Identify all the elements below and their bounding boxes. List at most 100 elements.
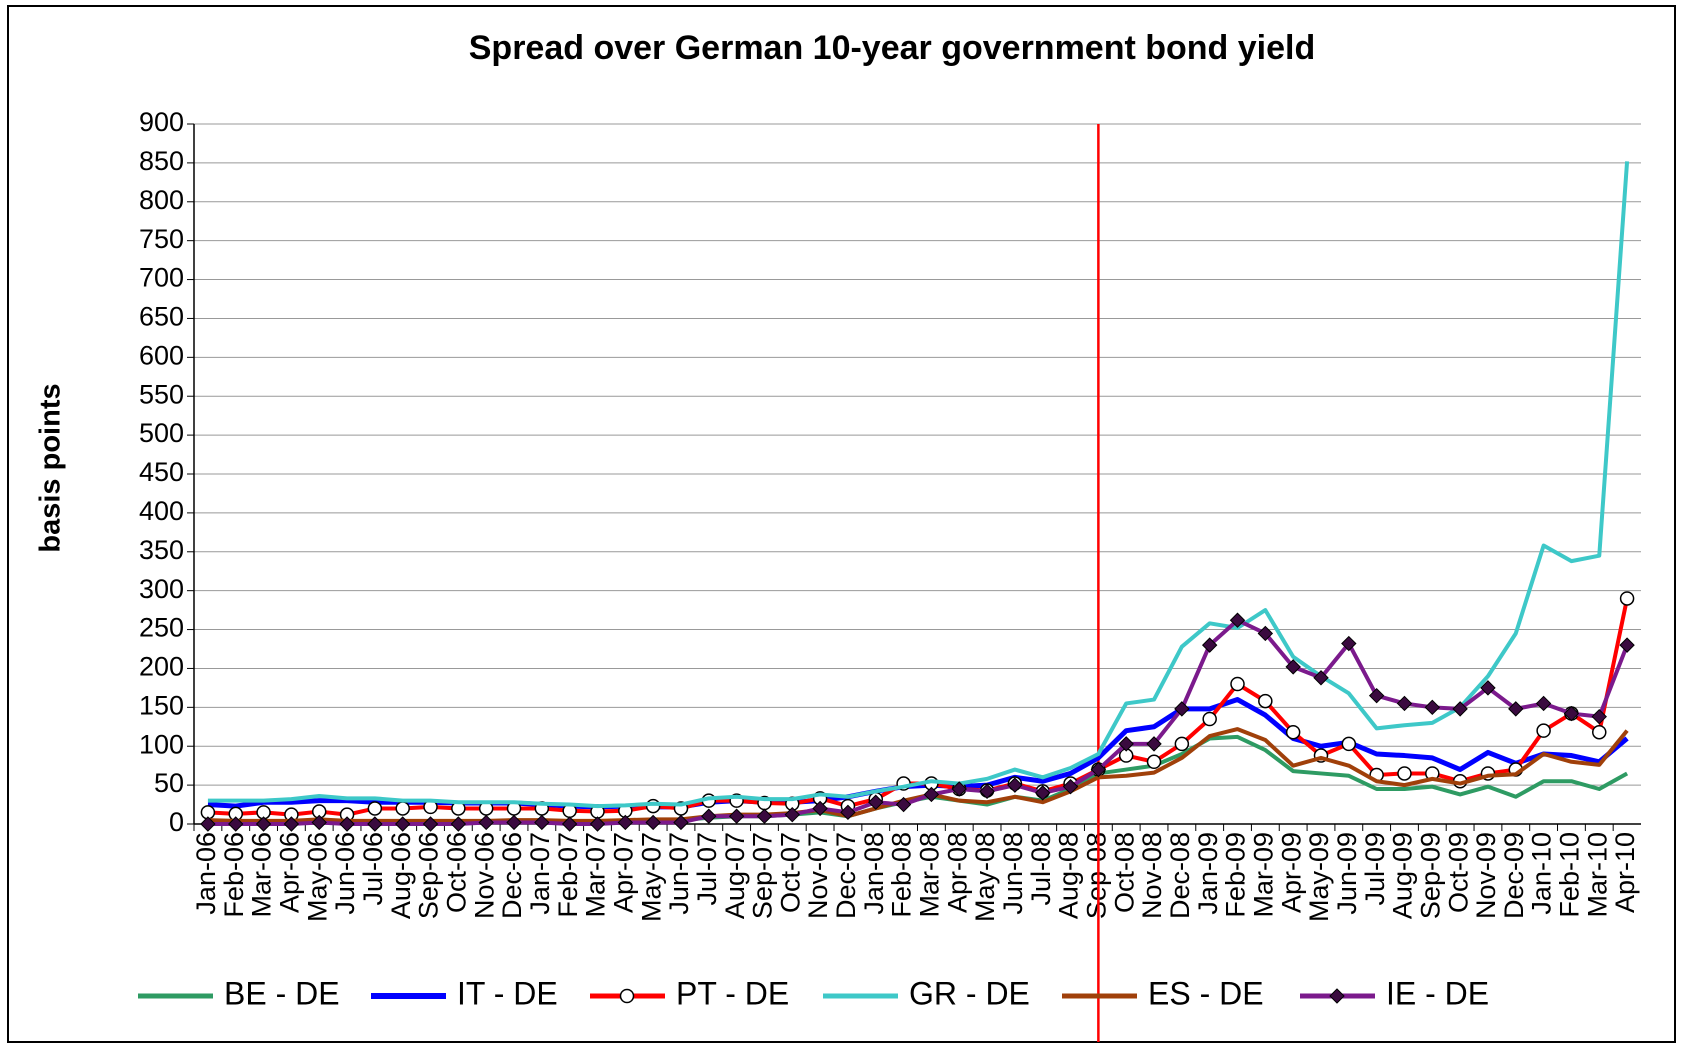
y-tick-label: 550: [139, 379, 184, 409]
x-tick-label: Jan-10: [1527, 832, 1557, 915]
series-marker: [673, 814, 689, 831]
series-marker: [728, 808, 745, 824]
x-tick-label: May-07: [636, 832, 666, 922]
x-tick-label: Jun-06: [330, 832, 360, 915]
x-tick-label: May-06: [302, 832, 332, 922]
y-tick-label: 200: [139, 652, 184, 682]
series-marker: [228, 816, 244, 832]
legend-marker: [1329, 988, 1345, 1004]
x-tick-label: Feb-10: [1555, 832, 1585, 918]
chart-border: [7, 5, 1676, 1043]
y-tick-label: 500: [139, 418, 184, 448]
x-tick-label: Jul-08: [1026, 832, 1056, 906]
series-line: [207, 618, 1629, 826]
legend-label: IT - DE: [457, 975, 558, 1011]
series-marker: [422, 816, 439, 832]
series-marker: [1118, 736, 1134, 752]
series-marker: [1424, 699, 1441, 716]
series-marker: [450, 816, 467, 832]
x-tick-label: Aug-07: [720, 832, 750, 919]
x-tick-label: May-09: [1304, 832, 1334, 922]
series-marker: [1285, 724, 1301, 740]
y-tick-label: 400: [139, 496, 184, 526]
series-marker: [1146, 754, 1162, 770]
x-tick-label: Jul-07: [692, 832, 722, 906]
series-marker: [1397, 766, 1412, 781]
series-marker: [812, 800, 828, 817]
series-marker: [1452, 701, 1468, 717]
y-tick-label: 0: [169, 807, 184, 837]
series-marker: [1285, 659, 1301, 675]
series-marker: [895, 796, 912, 813]
x-tick-label: Aug-06: [386, 832, 416, 919]
series-marker: [200, 816, 216, 832]
x-tick-label: Mar-07: [581, 832, 611, 918]
x-tick-label: Mar-06: [247, 832, 277, 918]
series-marker: [1480, 680, 1496, 696]
series-marker: [1619, 591, 1635, 606]
series-marker: [840, 804, 856, 821]
x-tick-label: Apr-10: [1610, 832, 1640, 913]
series-marker: [1396, 695, 1413, 712]
y-axis-label: basis points: [35, 383, 67, 552]
series-marker: [283, 816, 300, 832]
series-marker: [979, 783, 995, 800]
series-marker: [1313, 670, 1329, 686]
x-tick-label: Dec-08: [1165, 832, 1195, 919]
series-marker: [1368, 687, 1385, 704]
y-tick-label: 600: [139, 340, 184, 370]
x-tick-label: Dec-07: [831, 832, 861, 919]
series-marker: [1563, 705, 1580, 722]
y-tick-label: 250: [139, 613, 184, 643]
series-marker: [756, 808, 773, 824]
x-tick-label: Nov-08: [1137, 832, 1167, 919]
chart-title: Spread over German 10-year government bo…: [469, 29, 1316, 67]
x-tick-label: Apr-07: [608, 832, 638, 913]
series-marker: [1258, 693, 1273, 709]
x-tick-label: Sep-06: [414, 832, 444, 919]
x-tick-label: Apr-06: [275, 832, 305, 913]
x-tick-label: Jul-09: [1360, 832, 1390, 906]
series-marker: [1201, 637, 1218, 653]
x-tick-label: Feb-09: [1221, 832, 1251, 918]
x-tick-label: Sep-09: [1415, 832, 1445, 919]
legend-label: IE - DE: [1386, 975, 1489, 1011]
y-tick-label: 850: [139, 146, 184, 176]
x-tick-label: Feb-08: [887, 832, 917, 918]
x-tick-label: Feb-07: [553, 832, 583, 918]
series-marker: [784, 806, 800, 823]
x-tick-label: Nov-06: [469, 832, 499, 919]
x-tick-label: Oct-09: [1443, 832, 1473, 913]
x-tick-label: Mar-09: [1248, 832, 1278, 918]
series-marker: [394, 816, 411, 832]
series-marker: [1202, 711, 1217, 727]
x-tick-label: Oct-07: [775, 832, 805, 913]
series-marker: [1341, 736, 1357, 752]
x-tick-label: Jan-06: [191, 832, 221, 915]
x-tick-label: Jan-08: [859, 832, 889, 915]
x-tick-label: Jan-09: [1193, 832, 1223, 915]
y-tick-label: 650: [139, 302, 184, 332]
x-tick-label: Jun-09: [1332, 832, 1362, 915]
series-marker: [1062, 778, 1079, 795]
series-marker: [868, 794, 884, 810]
y-tick-label: 450: [139, 457, 184, 487]
series-marker: [1341, 635, 1357, 652]
y-tick-label: 900: [139, 107, 184, 137]
series-marker: [1619, 637, 1635, 653]
x-tick-label: Sep-07: [748, 832, 778, 919]
series-marker: [645, 814, 661, 831]
series-marker: [255, 816, 272, 832]
series-marker: [1090, 761, 1107, 778]
x-tick-label: Jun-08: [998, 832, 1028, 915]
series-marker: [1230, 676, 1245, 692]
series-marker: [339, 816, 355, 832]
legend-label: GR - DE: [909, 975, 1030, 1011]
series-marker: [951, 781, 967, 797]
y-tick-label: 750: [139, 224, 184, 254]
x-tick-label: Feb-06: [219, 832, 249, 918]
series-marker: [1174, 701, 1190, 717]
x-tick-label: Aug-09: [1388, 832, 1418, 919]
series-marker: [1535, 695, 1552, 712]
